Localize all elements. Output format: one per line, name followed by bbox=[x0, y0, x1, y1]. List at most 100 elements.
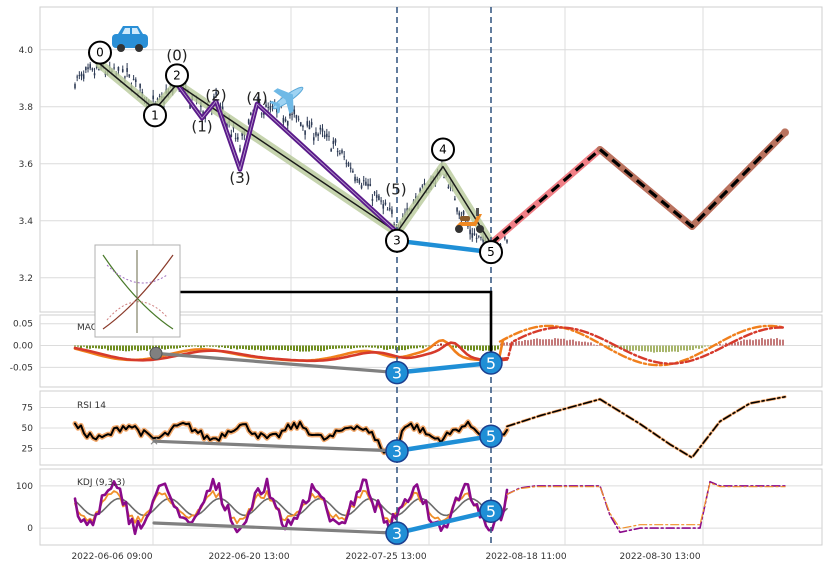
car-body bbox=[112, 34, 148, 48]
macd-hist-bar bbox=[467, 345, 469, 351]
macd-hist-bar bbox=[83, 345, 85, 347]
candle-body bbox=[263, 112, 265, 115]
kdj-marker-label: 3 bbox=[392, 524, 402, 543]
candle-body bbox=[504, 236, 506, 239]
macd-hist-bar bbox=[476, 345, 478, 350]
candle-body bbox=[76, 76, 78, 78]
candle-body bbox=[297, 118, 300, 120]
candle-body bbox=[293, 109, 296, 115]
macd-hist-bar bbox=[767, 339, 769, 346]
macd-hist-bar bbox=[134, 345, 136, 350]
macd-hist-bar bbox=[218, 345, 220, 348]
macd-hist-bar bbox=[92, 345, 94, 348]
macd-hist-bar bbox=[209, 345, 211, 347]
kdj-divergence-blue bbox=[394, 508, 494, 536]
wave-label-circle bbox=[143, 103, 167, 128]
candle-body bbox=[234, 137, 237, 139]
macd-hist-bar bbox=[323, 345, 325, 351]
macd-hist-bar bbox=[536, 338, 538, 346]
macd-hist-bar bbox=[701, 345, 703, 349]
macd-hist-bar bbox=[197, 345, 199, 347]
candle-body bbox=[93, 73, 96, 76]
wave-label: (2) bbox=[205, 86, 226, 104]
car-wheel bbox=[117, 44, 125, 52]
candle-body bbox=[375, 194, 378, 198]
vertical-markers bbox=[396, 7, 492, 545]
macd-hist-bar bbox=[158, 345, 160, 349]
candle-body bbox=[423, 183, 426, 186]
macd-hist-bar bbox=[143, 345, 145, 351]
macd-hist-bar bbox=[560, 338, 562, 346]
wave-label-circle bbox=[385, 228, 409, 253]
candle-body bbox=[380, 200, 382, 202]
candle-body bbox=[152, 95, 154, 100]
macd-hist-bar bbox=[278, 345, 280, 351]
macd-hist-bar bbox=[725, 342, 727, 346]
candle-body bbox=[447, 186, 450, 189]
macd-hist-bar bbox=[497, 345, 499, 350]
macd-hist-bar bbox=[650, 345, 652, 352]
candle-body bbox=[221, 106, 224, 111]
candle-body bbox=[315, 131, 317, 136]
macd-hist-bar bbox=[575, 341, 577, 346]
candle-body bbox=[269, 105, 272, 110]
macd-hist-bar bbox=[233, 345, 235, 349]
candle-body bbox=[443, 177, 445, 179]
y-tick-label: 75 bbox=[22, 403, 33, 413]
macd-hist-bar bbox=[107, 345, 109, 351]
candle-body bbox=[276, 108, 278, 113]
candle-body bbox=[308, 125, 311, 130]
macd-hist-bar bbox=[353, 345, 355, 349]
macd-hist-bar bbox=[335, 345, 337, 349]
wave-label: (1) bbox=[191, 118, 212, 136]
macd-hist-bar bbox=[104, 345, 106, 349]
candle-body bbox=[373, 192, 376, 194]
macd-hist-bar bbox=[566, 340, 568, 346]
macd-hist-bar bbox=[455, 345, 457, 348]
macd-hist-bar bbox=[749, 339, 751, 346]
candle-body bbox=[354, 176, 356, 182]
macd-hist-bar bbox=[533, 339, 535, 346]
macd-hist-bar bbox=[581, 341, 583, 346]
macd-hist-bar bbox=[656, 345, 658, 353]
macd-hist-bar bbox=[332, 345, 334, 349]
macd-hist-bar bbox=[251, 345, 253, 350]
candle-body bbox=[339, 152, 341, 155]
candle-body bbox=[304, 130, 306, 135]
candle-body bbox=[230, 134, 233, 137]
macd-hist-bar bbox=[746, 339, 748, 346]
candle-body bbox=[349, 167, 352, 169]
candle-body bbox=[330, 148, 332, 152]
candle-body bbox=[321, 128, 324, 132]
candle-body bbox=[360, 185, 363, 189]
macd-hist-bar bbox=[407, 345, 409, 350]
macd-hist-bar bbox=[473, 345, 475, 352]
candle-body bbox=[299, 122, 302, 127]
macd-hist-bar bbox=[524, 339, 526, 346]
macd-hist-bar bbox=[392, 345, 394, 349]
macd-hist-bar bbox=[125, 345, 127, 352]
macd-hist-bar bbox=[245, 345, 247, 350]
macd-hist-bar bbox=[542, 339, 544, 346]
kdj-panel-label: KDJ (9,3,3) bbox=[77, 478, 125, 488]
macd-hist-bar bbox=[608, 345, 610, 348]
macd-hist-bar bbox=[512, 342, 514, 346]
macd-hist-bar bbox=[662, 345, 664, 352]
candle-body bbox=[356, 179, 359, 181]
car-windows bbox=[122, 28, 140, 34]
rsi-line bbox=[74, 420, 508, 454]
macd-hist-bar bbox=[698, 345, 700, 349]
candle-body bbox=[369, 183, 372, 187]
candle-body bbox=[267, 106, 270, 108]
forecast-end-dot bbox=[781, 128, 789, 137]
macd-hist-bar bbox=[275, 345, 277, 350]
wave-label: (3) bbox=[229, 169, 250, 187]
candle-body bbox=[87, 67, 89, 70]
candle-body bbox=[295, 115, 298, 119]
wave-label: (5) bbox=[385, 180, 406, 198]
macd-hist-bar bbox=[365, 345, 367, 348]
macd-hist-bar bbox=[485, 345, 487, 351]
macd-hist-bar bbox=[188, 345, 190, 347]
macd-hist-bar bbox=[194, 345, 196, 347]
candle-body bbox=[286, 121, 289, 126]
